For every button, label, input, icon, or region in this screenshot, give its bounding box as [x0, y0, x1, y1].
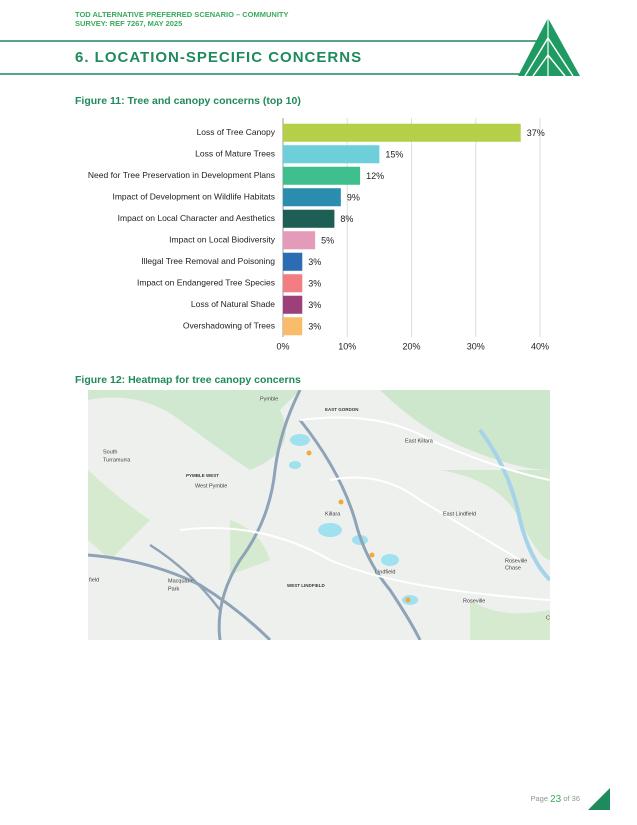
map-label: Cas — [546, 615, 556, 621]
map-label: West Pymble — [195, 483, 227, 489]
y-tick-label: Loss of Mature Trees — [195, 149, 275, 159]
bar — [283, 209, 335, 228]
map-label: East Lindfield — [443, 511, 476, 517]
corner-triangle — [588, 788, 610, 810]
y-tick-label: Impact on Local Biodiversity — [169, 235, 276, 245]
bar — [283, 317, 303, 336]
map-label: Killara — [325, 511, 341, 517]
y-tick-label: Impact of Development on Wildlife Habita… — [112, 192, 275, 202]
page-current: 23 — [550, 794, 562, 805]
map-label: Turramurra — [103, 457, 131, 463]
header-line: SURVEY: REF 7267, MAY 2025 — [75, 19, 182, 28]
y-tick-label: Illegal Tree Removal and Poisoning — [141, 256, 275, 266]
data-label: 8% — [340, 214, 353, 224]
map-label: Park — [168, 586, 180, 592]
bar — [283, 188, 341, 207]
map-label: Chase — [505, 565, 521, 571]
map-label: WEST LINDFIELD — [287, 583, 325, 588]
data-label: 37% — [527, 128, 545, 138]
bar — [283, 123, 521, 142]
map-label: field — [89, 577, 99, 583]
map-label: Roseville — [463, 598, 485, 604]
map-label: Macquarie — [168, 578, 194, 584]
y-tick-label: Impact on Endangered Tree Species — [137, 278, 275, 288]
data-label: 15% — [385, 150, 403, 160]
x-tick-label: 0% — [276, 341, 289, 351]
page-number: Page 23 of 36 — [530, 794, 580, 805]
figure-title: Figure 11: Tree and canopy concerns (top… — [75, 95, 301, 107]
map-label: PYMBLE WEST — [186, 473, 219, 478]
logo — [518, 18, 580, 77]
y-tick-label: Overshadowing of Trees — [183, 321, 275, 331]
x-tick-label: 20% — [402, 341, 420, 351]
bar — [283, 252, 303, 271]
bar — [283, 145, 380, 164]
y-tick-label: Need for Tree Preservation in Developmen… — [88, 170, 275, 180]
map: Pymble EAST GORDON East Killara South Turram… — [88, 390, 556, 640]
header-line: TOD ALTERNATIVE PREFERRED SCENARIO – COM… — [75, 10, 288, 19]
data-label: 9% — [347, 193, 360, 203]
map-label: Pymble — [260, 396, 278, 402]
data-label: 3% — [308, 300, 321, 310]
y-tick-label: Loss of Natural Shade — [191, 299, 275, 309]
map-label: EAST GORDON — [325, 407, 359, 412]
bar — [283, 295, 303, 314]
map-label: South — [103, 449, 117, 455]
data-label: 3% — [308, 322, 321, 332]
data-label: 5% — [321, 236, 334, 246]
data-label: 12% — [366, 171, 384, 181]
bar-chart: 0% 10% 20% 30% 40% Loss of Tree Canopy 37% Loss… — [88, 118, 549, 351]
map-label: Roseville — [505, 558, 527, 564]
x-tick-label: 40% — [531, 341, 549, 351]
y-tick-label: Impact on Local Character and Aesthetics — [118, 213, 275, 223]
y-tick-label: Loss of Tree Canopy — [197, 127, 276, 137]
data-label: 3% — [308, 279, 321, 289]
bar — [283, 231, 316, 250]
x-tick-label: 30% — [467, 341, 485, 351]
bar — [283, 166, 361, 185]
map-label: East Killara — [405, 438, 434, 444]
page-total: of 36 — [563, 794, 580, 803]
map-label: Lindfield — [375, 569, 396, 575]
figure-title: Figure 12: Heatmap for tree canopy conce… — [75, 374, 301, 386]
x-tick-label: 10% — [338, 341, 356, 351]
bar — [283, 274, 303, 293]
section-title: 6. LOCATION-SPECIFIC CONCERNS — [75, 49, 362, 66]
data-label: 3% — [308, 257, 321, 267]
page-prefix: Page — [530, 794, 548, 803]
